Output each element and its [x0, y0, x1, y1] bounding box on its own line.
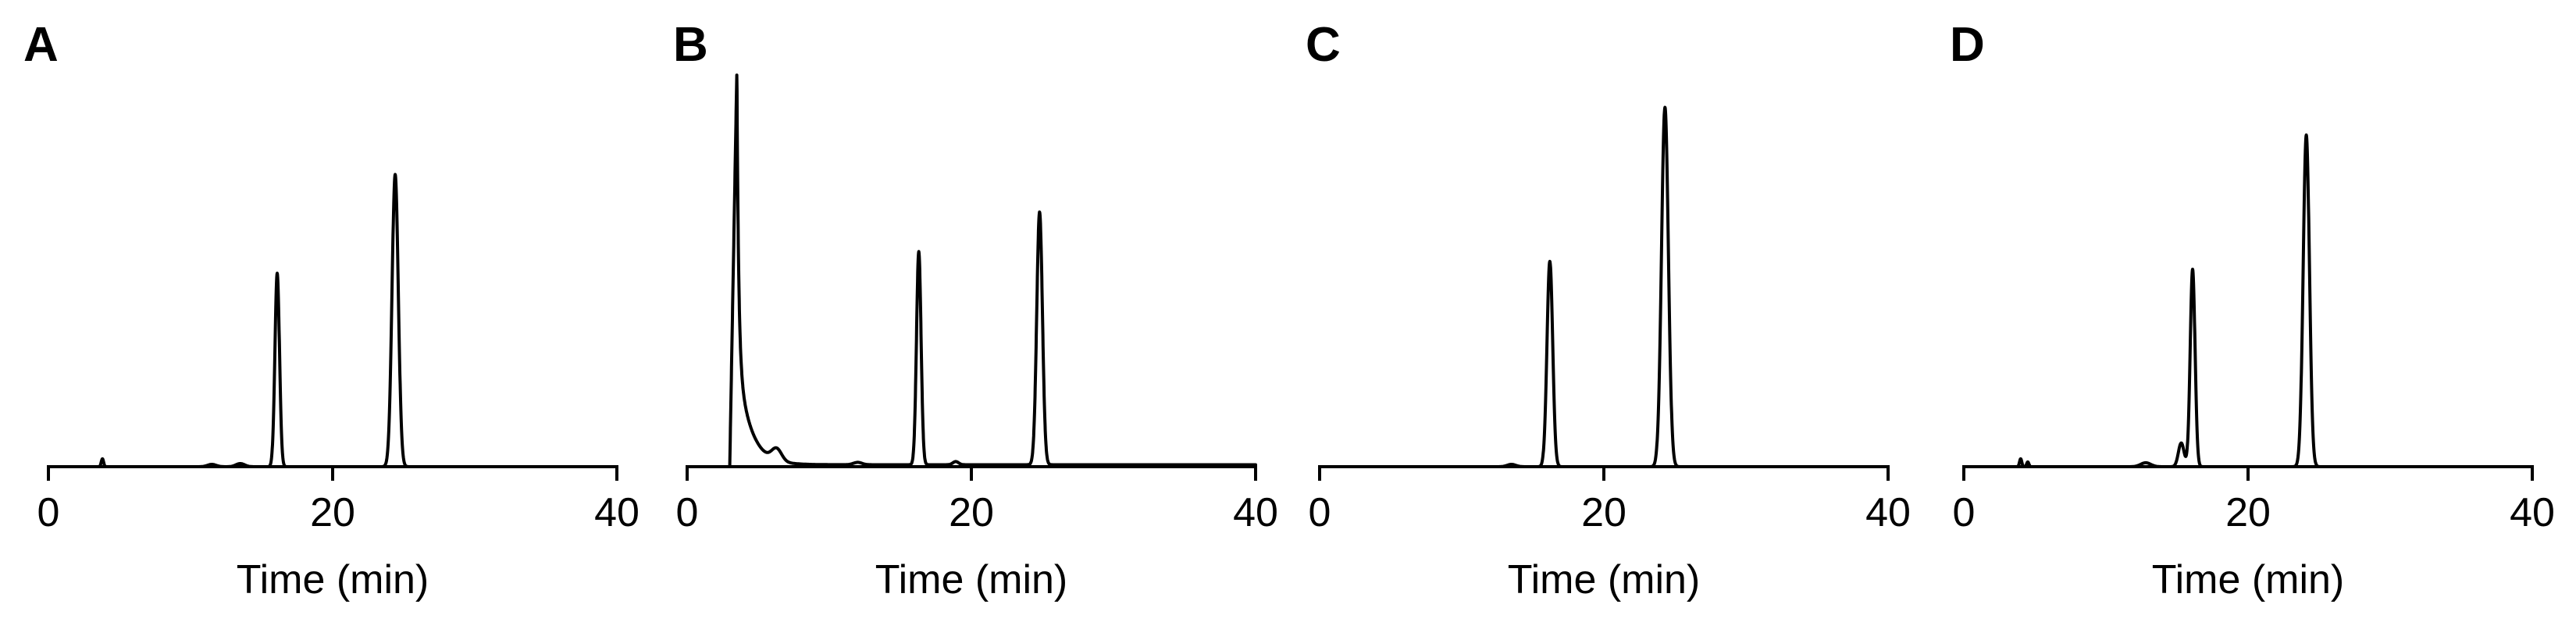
- panel-b: B 0 20 40 Time (min): [673, 18, 1278, 602]
- chromatogram-trace: [1318, 105, 1890, 468]
- x-tick-label: 0: [37, 490, 60, 535]
- panel-letter: B: [673, 18, 708, 72]
- x-tick-label: 40: [594, 490, 640, 535]
- panel-d: D 0 20 40 Time (min): [1950, 18, 2555, 602]
- chromatogram-trace: [1962, 133, 2534, 468]
- x-tick-label: 40: [1865, 490, 1911, 535]
- x-axis-label: Time (min): [1508, 557, 1701, 602]
- x-axis-label: Time (min): [237, 557, 429, 602]
- x-tick-label: 40: [2510, 490, 2555, 535]
- x-axis-label: Time (min): [875, 557, 1068, 602]
- panel-c: C 0 20 40 Time (min): [1306, 18, 1911, 602]
- x-tick-label: 20: [2225, 490, 2271, 535]
- x-axis-label: Time (min): [2152, 557, 2345, 602]
- panel-a: A 0 20 40 Time (min): [23, 18, 640, 602]
- chromatogram-trace: [47, 172, 618, 468]
- x-tick-label: 20: [1581, 490, 1626, 535]
- x-tick-label: 20: [310, 490, 355, 535]
- x-tick-label: 40: [1233, 490, 1278, 535]
- panel-letter: C: [1306, 18, 1341, 72]
- x-tick-label: 0: [1309, 490, 1331, 535]
- panel-letter: D: [1950, 18, 1985, 72]
- panel-letter: A: [23, 18, 59, 72]
- x-tick-label: 0: [676, 490, 699, 535]
- x-tick-label: 0: [1953, 490, 1976, 535]
- chromatogram-trace: [728, 73, 1257, 468]
- x-tick-label: 20: [949, 490, 994, 535]
